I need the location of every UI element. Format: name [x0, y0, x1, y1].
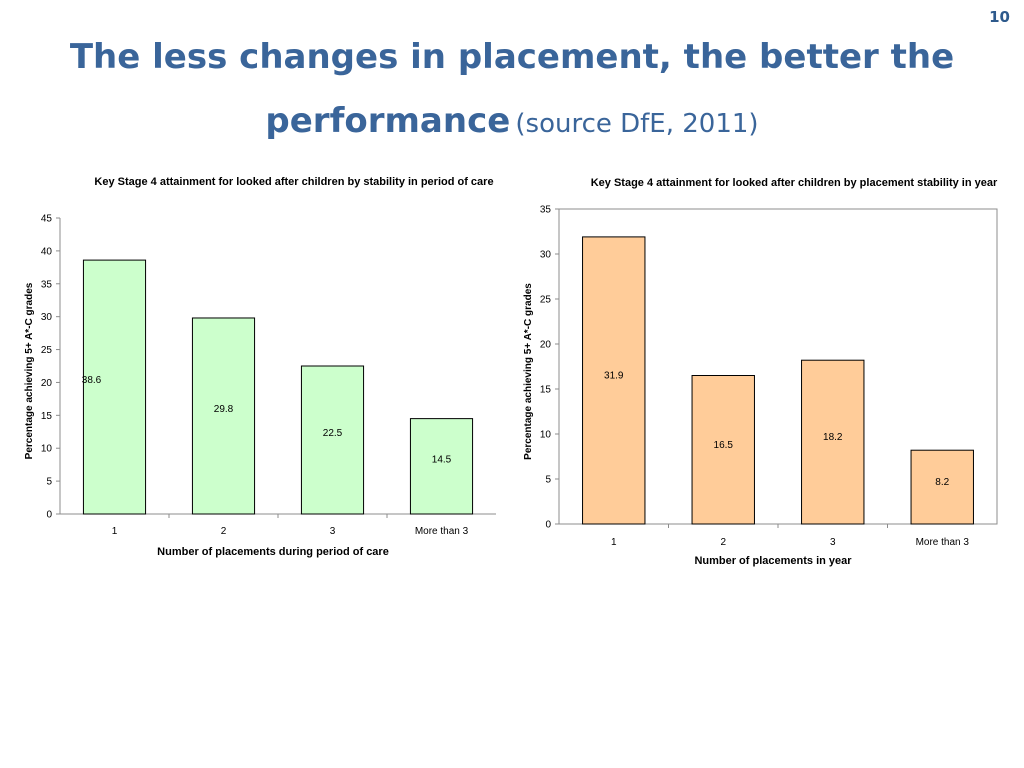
chart-title: Key Stage 4 attainment for looked after … — [94, 176, 493, 188]
x-tick-label: 1 — [611, 537, 617, 548]
x-tick-label: 3 — [330, 526, 336, 537]
bar-4 — [910, 449, 974, 525]
bar-1 — [82, 259, 147, 515]
x-axis-label: Number of placements in year — [694, 555, 852, 567]
y-tick-label: 25 — [540, 295, 552, 306]
x-tick-label: More than 3 — [415, 526, 469, 537]
y-tick-label: 35 — [41, 279, 53, 290]
slide-title-line1: The less changes in placement, the bette… — [0, 28, 1024, 92]
x-axis-label: Number of placements during period of ca… — [157, 546, 389, 558]
x-tick-label: 2 — [720, 537, 726, 548]
slide-title-text: The less changes in placement, the bette… — [69, 37, 955, 77]
x-tick-label: 2 — [221, 526, 227, 537]
y-axis-label: Percentage achieving 5+ A*-C grades — [24, 282, 35, 459]
y-tick-label: 20 — [540, 340, 552, 351]
x-tick-label: 3 — [830, 537, 836, 548]
data-label-2: 16.5 — [714, 440, 734, 451]
chart-2: Key Stage 4 attainment for looked after … — [523, 177, 998, 567]
bar-3 — [801, 359, 865, 525]
data-label-4: 8.2 — [935, 477, 949, 488]
data-label-3: 22.5 — [323, 428, 343, 439]
x-tick-label: More than 3 — [916, 537, 970, 548]
y-tick-label: 10 — [540, 430, 552, 441]
page-number: 10 — [989, 8, 1010, 26]
y-tick-label: 0 — [545, 520, 551, 531]
y-tick-label: 10 — [41, 444, 53, 455]
bar-1 — [582, 236, 646, 525]
slide-title-source: (source DfE, 2011) — [515, 109, 759, 139]
bar-3 — [300, 365, 365, 515]
data-label-1: 38.6 — [82, 375, 102, 386]
data-label-3: 18.2 — [823, 432, 843, 443]
y-tick-label: 25 — [41, 345, 53, 356]
y-tick-label: 40 — [41, 246, 53, 257]
y-tick-label: 15 — [540, 385, 552, 396]
y-tick-label: 0 — [46, 510, 52, 521]
data-label-1: 31.9 — [604, 370, 624, 381]
y-axis-label: Percentage achieving 5+ A*-C grades — [523, 283, 534, 460]
y-tick-label: 20 — [41, 378, 53, 389]
chart-title: Key Stage 4 attainment for looked after … — [591, 177, 998, 189]
chart-1: Key Stage 4 attainment for looked after … — [24, 176, 496, 558]
x-tick-label: 1 — [112, 526, 118, 537]
bar-2 — [691, 375, 755, 525]
y-tick-label: 5 — [545, 475, 551, 486]
y-tick-label: 5 — [46, 477, 52, 488]
slide-title: The less changes in placement, the bette… — [0, 28, 1024, 156]
slide-title-line2: performance (source DfE, 2011) — [0, 92, 1024, 156]
slide-title-text-2: performance — [265, 101, 511, 141]
data-label-4: 14.5 — [432, 454, 452, 465]
y-tick-label: 30 — [540, 250, 552, 261]
y-tick-label: 15 — [41, 411, 53, 422]
bar-2 — [191, 317, 256, 515]
y-tick-label: 30 — [41, 312, 53, 323]
bar-4 — [409, 418, 474, 515]
y-tick-label: 35 — [540, 205, 552, 216]
data-label-2: 29.8 — [214, 404, 234, 415]
y-tick-label: 45 — [41, 214, 53, 225]
